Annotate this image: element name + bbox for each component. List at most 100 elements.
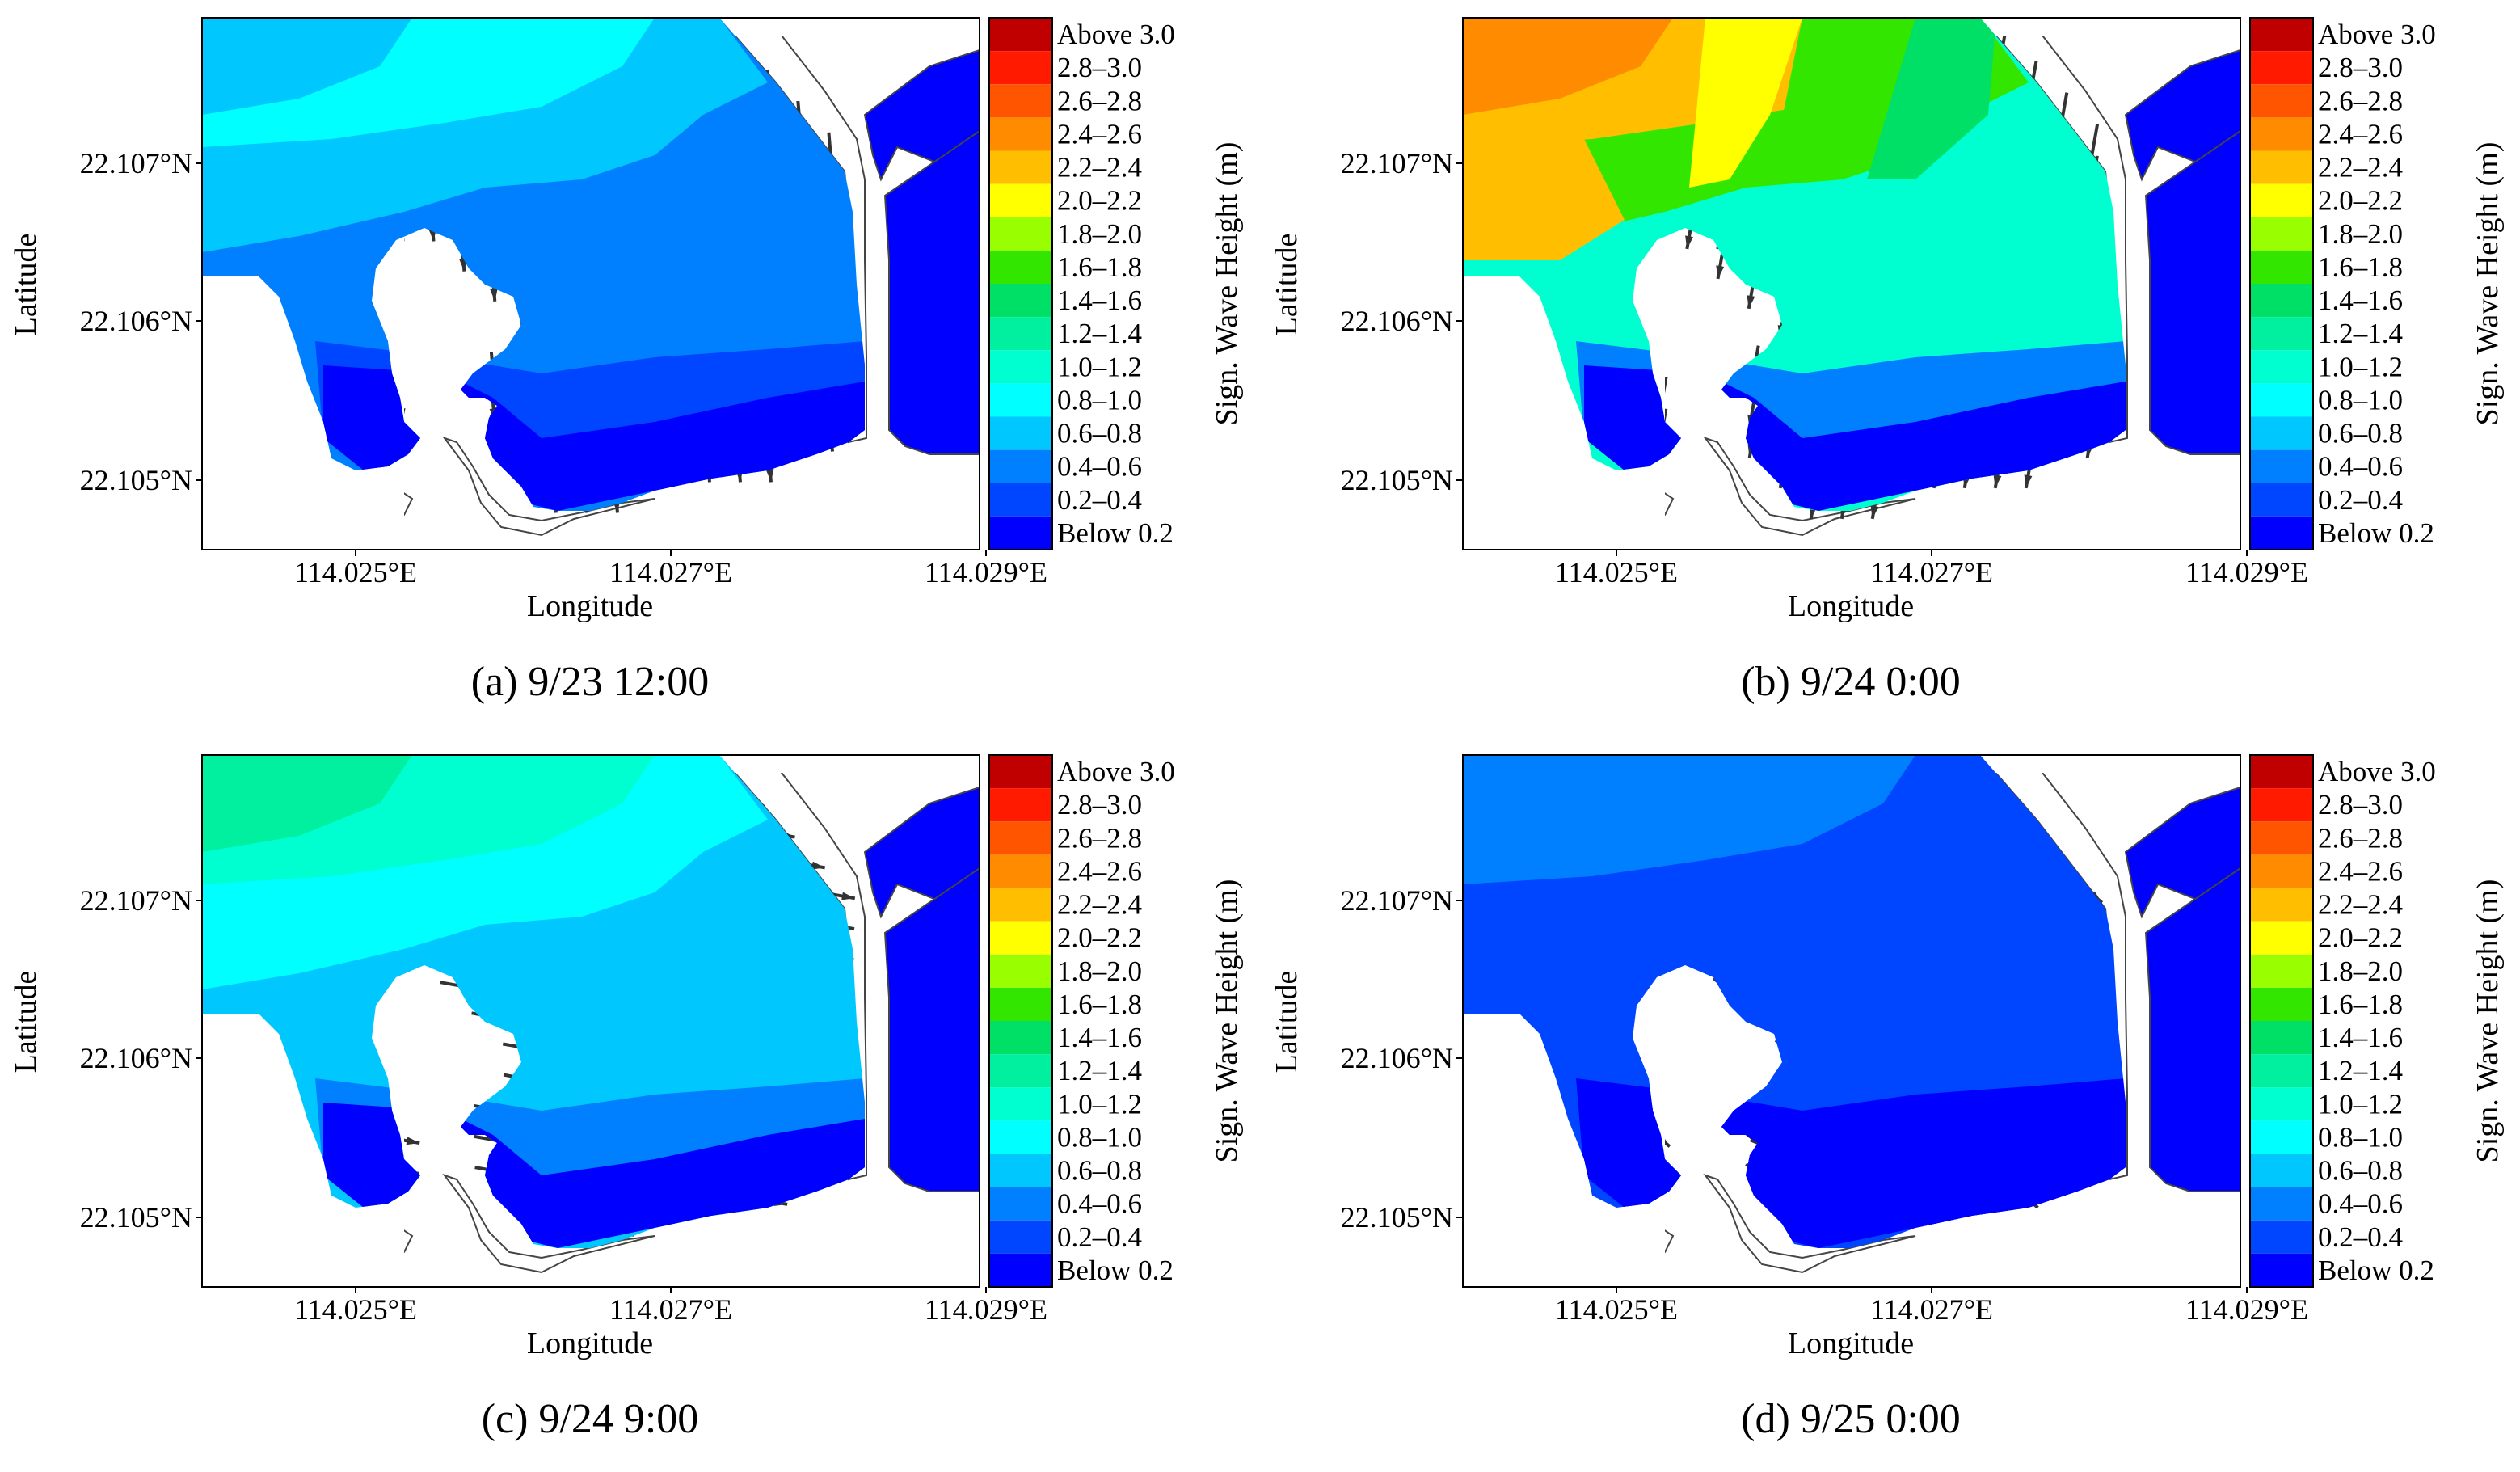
colorbar-frame xyxy=(2249,754,2314,1288)
y-tick-label: 22.106°N xyxy=(80,1042,192,1074)
wave-zone-outer-west xyxy=(1463,18,1673,115)
islet-outline xyxy=(1665,1229,1675,1254)
islet-outline xyxy=(404,492,414,517)
wave-arrow-head xyxy=(404,408,406,415)
x-axis-title: Longitude xyxy=(1788,589,1914,623)
y-tick-label: 22.106°N xyxy=(80,305,192,337)
wave-arrow-head xyxy=(765,469,774,483)
wave-zone-band-3 xyxy=(1867,18,1996,179)
plot-frame xyxy=(201,754,980,1288)
colorbar-swatch xyxy=(2250,921,2313,955)
colorbar-label: 2.4–2.6 xyxy=(1057,855,1142,887)
wave-arrow-head xyxy=(1870,505,1879,519)
y-tick-label: 22.106°N xyxy=(1341,305,1453,337)
colorbar-label: 0.4–0.6 xyxy=(2318,451,2403,483)
colorbar-swatch xyxy=(2250,250,2313,284)
colorbar-swatch xyxy=(2250,788,2313,822)
colorbar-swatch xyxy=(2250,1021,2313,1055)
colorbar-swatch xyxy=(2250,1220,2313,1254)
colorbar-label: 1.0–1.2 xyxy=(1057,1088,1142,1120)
wave-arrow-head xyxy=(1993,474,2002,488)
colorbar-swatch xyxy=(989,416,1052,450)
colorbar-swatch xyxy=(2250,1054,2313,1088)
colorbar-swatch xyxy=(989,18,1052,52)
wave-arrow-head xyxy=(811,861,825,870)
colorbar-swatch xyxy=(989,1154,1052,1187)
colorbar-label: 1.8–2.0 xyxy=(1057,218,1142,250)
wave-arrow-head xyxy=(1747,295,1755,309)
panel-caption: (c) 9/24 9:00 xyxy=(482,1396,699,1442)
islet-outline xyxy=(1665,492,1675,517)
colorbar-label: 0.8–1.0 xyxy=(2318,384,2403,415)
colorbar-label: Above 3.0 xyxy=(2318,19,2436,50)
colorbar-swatch xyxy=(2250,1253,2313,1287)
y-tick-label: 22.105°N xyxy=(80,464,192,496)
x-axis-title: Longitude xyxy=(527,1326,653,1360)
colorbar-label: 0.8–1.0 xyxy=(2318,1121,2403,1153)
y-tick-label: 22.105°N xyxy=(1341,1201,1453,1234)
colorbar-frame xyxy=(2249,17,2314,550)
colorbar-label: 0.2–0.4 xyxy=(2318,484,2403,516)
y-axis-title: Latitude xyxy=(9,234,43,336)
colorbar-label: 1.4–1.6 xyxy=(1057,285,1142,316)
colorbar-swatch xyxy=(989,888,1052,922)
colorbar-label: Above 3.0 xyxy=(2318,756,2436,787)
colorbar-label: 2.8–3.0 xyxy=(1057,52,1142,83)
colorbar-swatch xyxy=(2250,483,2313,517)
colorbar-label: 1.8–2.0 xyxy=(2318,218,2403,250)
colorbar-swatch xyxy=(2250,1120,2313,1154)
colorbar-label: 1.2–1.4 xyxy=(2318,318,2403,349)
wave-zone-band-1 xyxy=(1689,18,1802,188)
colorbar-swatch xyxy=(989,150,1052,184)
x-tick-label: 114.025°E xyxy=(1555,556,1678,588)
wave-zone-band-2 xyxy=(1770,18,1915,179)
y-axis-title: Latitude xyxy=(1270,971,1304,1073)
x-tick-label: 114.025°E xyxy=(294,1293,417,1326)
x-tick-label: 114.027°E xyxy=(609,1293,732,1326)
colorbar-label: 1.2–1.4 xyxy=(2318,1055,2403,1086)
x-tick-label: 114.027°E xyxy=(1870,1293,1993,1326)
wave-arrow-head xyxy=(1532,295,1540,309)
coastline-outline xyxy=(442,437,655,537)
colorbar-swatch xyxy=(2250,954,2313,988)
colorbar-swatch xyxy=(2250,416,2313,450)
colorbar-swatch xyxy=(2250,854,2313,888)
colorbar-swatch xyxy=(989,250,1052,284)
wave-arrow-head xyxy=(367,469,375,482)
colorbar-swatch xyxy=(2250,1154,2313,1187)
colorbar-label: Above 3.0 xyxy=(1057,19,1175,50)
plot-frame xyxy=(1462,754,2241,1288)
wave-zone-outer-west xyxy=(202,18,412,115)
panel-d: 114.025°E 114.027°E 114.029°E 22.107°N 22.10… xyxy=(1270,754,2505,1442)
colorbar-label: 1.0–1.2 xyxy=(2318,1088,2403,1120)
colorbar-label: 0.4–0.6 xyxy=(1057,451,1142,483)
colorbar-swatch xyxy=(989,1021,1052,1055)
x-tick-label: 114.027°E xyxy=(1870,556,1993,588)
colorbar-swatch xyxy=(989,1120,1052,1154)
colorbar-swatch xyxy=(989,987,1052,1021)
x-tick-label: 114.029°E xyxy=(925,1293,1047,1326)
wave-arrow-head xyxy=(378,1014,392,1023)
panel-b: 114.025°E 114.027°E 114.029°E 22.107°N 22.10… xyxy=(1270,17,2505,705)
y-tick-label: 22.105°N xyxy=(1341,464,1453,496)
wave-arrow-head xyxy=(1563,385,1571,399)
colorbar-label: 2.4–2.6 xyxy=(2318,855,2403,887)
colorbar-label: 0.4–0.6 xyxy=(2318,1188,2403,1220)
panel-caption: (b) 9/24 0:00 xyxy=(1741,659,1961,705)
colorbar-swatch xyxy=(989,921,1052,955)
y-tick-label: 22.107°N xyxy=(1341,147,1453,179)
colorbar-swatch xyxy=(2250,350,2313,384)
colorbar-swatch xyxy=(2250,217,2313,251)
colorbar-swatch xyxy=(989,821,1052,855)
x-axis-title: Longitude xyxy=(527,589,653,623)
colorbar-label: 0.6–0.8 xyxy=(1057,1155,1142,1187)
colorbar-label: 0.4–0.6 xyxy=(1057,1188,1142,1220)
colorbar-swatch xyxy=(2250,888,2313,922)
colorbar-swatch xyxy=(989,1187,1052,1221)
colorbar-swatch xyxy=(989,350,1052,384)
y-tick-label: 22.107°N xyxy=(80,147,192,179)
colorbar-swatch xyxy=(989,317,1052,351)
colorbar-label: 0.2–0.4 xyxy=(1057,1221,1142,1253)
colorbar-swatch xyxy=(2250,284,2313,318)
colorbar-swatch xyxy=(2250,987,2313,1021)
